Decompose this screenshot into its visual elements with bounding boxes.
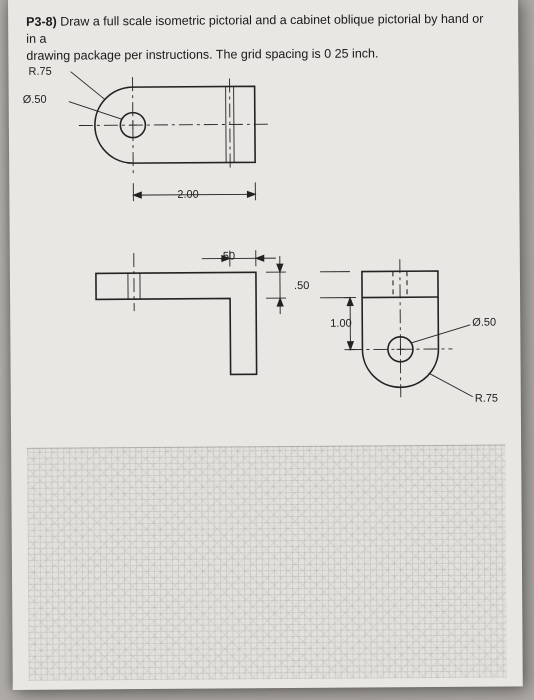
right-view — [320, 241, 501, 422]
orthographic-views: R.75 Ø.50 2.00 — [8, 56, 521, 440]
dim-2-00-label: 2.00 — [177, 189, 199, 201]
top-radius-callout: R.75 — [28, 66, 51, 78]
right-radius-callout: R.75 — [475, 393, 498, 405]
top-view — [69, 70, 330, 192]
front-view — [70, 242, 291, 404]
top-diameter-callout: Ø.50 — [23, 94, 47, 106]
dim-1-00-label: 1.00 — [330, 318, 352, 330]
isometric-grid-area — [27, 445, 507, 681]
worksheet-page: P3-8) Draw a full scale isometric pictor… — [8, 0, 523, 690]
dim-h-50-label: .50 — [294, 280, 309, 292]
right-diameter-callout: Ø.50 — [472, 317, 496, 329]
problem-number: P3-8) — [26, 15, 57, 29]
dim-w-50-label: .50 — [220, 250, 235, 262]
dim-2-00 — [89, 182, 309, 214]
instruction-line-1: Draw a full scale isometric pictorial an… — [26, 12, 483, 46]
